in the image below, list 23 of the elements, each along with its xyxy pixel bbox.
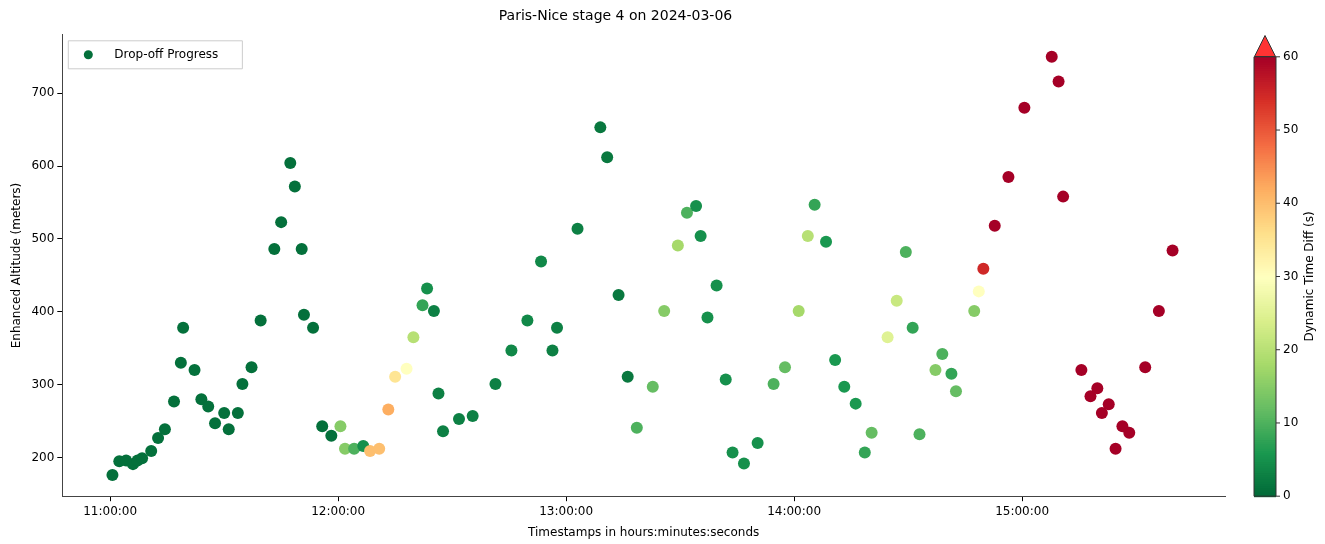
legend-label: Drop-off Progress [114,46,219,61]
y-axis-title: Enhanced Altitude (meters) [9,182,24,349]
y-tick-label: 300 [31,376,55,391]
y-tick-label: 700 [31,85,55,100]
x-axis-title: Timestamps in hours:minutes:seconds [527,524,760,539]
x-tick-label: 15:00:00 [995,503,1050,518]
color-bar-title: Dynamic Time Diff (s) [1302,211,1317,342]
x-tick-label: 13:00:00 [539,503,594,518]
x-tick-label: 11:00:00 [83,503,138,518]
y-tick-label: 400 [31,303,55,318]
y-tick-label: 500 [31,231,55,246]
color-bar-label: 30 [1283,268,1299,283]
x-tick-label: 12:00:00 [311,503,366,518]
color-bar-label: 20 [1283,341,1299,356]
color-bar-label: 40 [1283,195,1299,210]
color-bar-label: 50 [1283,122,1299,137]
color-bar-label: 0 [1283,488,1291,503]
color-bar-label: 60 [1283,48,1299,63]
color-bar-label: 10 [1283,415,1299,430]
x-tick-label: 14:00:00 [767,503,822,518]
chart-title: Paris-Nice stage 4 on 2024-03-06 [498,7,733,24]
y-tick-label: 200 [31,449,55,464]
y-tick-label: 600 [31,158,55,173]
